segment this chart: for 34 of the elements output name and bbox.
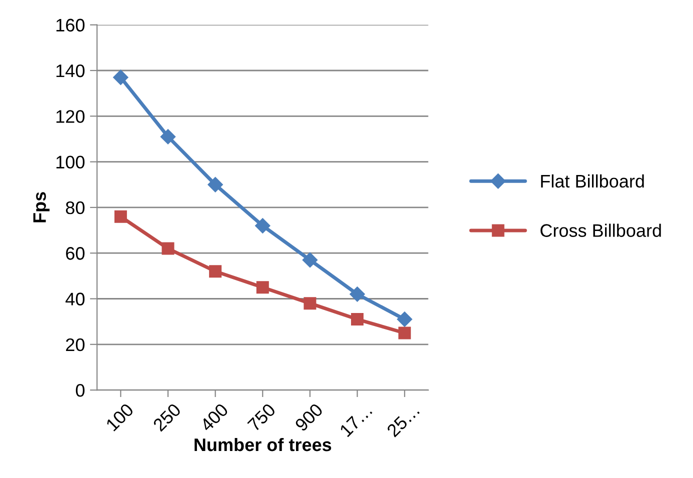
x-tick-label: 900: [294, 402, 324, 432]
y-tick-label: 120: [56, 110, 85, 123]
legend-label: Cross Billboard: [540, 224, 661, 237]
point: [209, 265, 222, 278]
x-axis-title: Number of trees: [194, 438, 332, 452]
x-tick-label: 100: [105, 402, 134, 432]
y-tick-label: 60: [66, 247, 85, 260]
point: [113, 70, 128, 85]
point: [162, 242, 174, 255]
point: [398, 326, 411, 340]
x-tick-label: 25…: [386, 404, 420, 438]
y-tick-label: 40: [66, 292, 85, 306]
y-tick-label: 100: [56, 156, 85, 169]
point: [351, 313, 364, 326]
y-tick-label: 80: [66, 201, 85, 214]
point: [302, 252, 318, 268]
y-tick-label: 20: [66, 338, 85, 352]
point: [397, 312, 412, 327]
y-tick-label: 140: [56, 64, 85, 78]
point: [256, 281, 269, 294]
x-tick-label: 750: [247, 402, 276, 432]
y-axis-title: Fps: [33, 192, 50, 222]
legend-label: Flat Billboard: [541, 174, 644, 188]
x-tick-label: 17…: [339, 404, 372, 438]
y-tick-label: 160: [56, 18, 85, 32]
x-tick-label: 250: [152, 402, 182, 432]
point: [114, 210, 127, 223]
point: [350, 286, 365, 302]
point: [304, 297, 316, 310]
point: [160, 129, 176, 144]
x-tick-label: 400: [199, 402, 229, 432]
y-tick-label: 0: [76, 384, 85, 397]
point: [255, 218, 270, 234]
point: [208, 177, 223, 192]
